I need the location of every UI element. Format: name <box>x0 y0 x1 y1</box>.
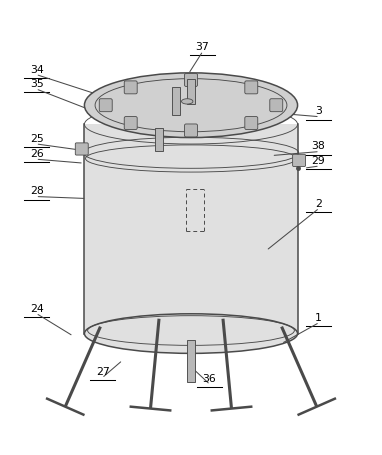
FancyBboxPatch shape <box>293 155 306 167</box>
Ellipse shape <box>84 314 298 354</box>
Text: 34: 34 <box>30 65 44 75</box>
FancyBboxPatch shape <box>245 117 258 130</box>
Text: 36: 36 <box>202 373 216 383</box>
FancyBboxPatch shape <box>185 125 197 137</box>
FancyBboxPatch shape <box>124 82 137 95</box>
Polygon shape <box>84 125 298 334</box>
Text: 35: 35 <box>30 79 44 89</box>
Text: 27: 27 <box>96 366 110 376</box>
Bar <box>155 129 163 152</box>
Ellipse shape <box>84 74 298 138</box>
FancyBboxPatch shape <box>270 100 283 112</box>
Bar <box>187 340 195 382</box>
Text: 24: 24 <box>30 303 44 313</box>
Ellipse shape <box>181 100 193 105</box>
Text: 29: 29 <box>312 156 325 166</box>
Text: 38: 38 <box>312 141 325 151</box>
FancyBboxPatch shape <box>124 117 137 130</box>
FancyBboxPatch shape <box>99 100 112 112</box>
FancyBboxPatch shape <box>245 82 258 95</box>
FancyBboxPatch shape <box>185 74 197 87</box>
Text: 37: 37 <box>196 42 209 52</box>
Text: 1: 1 <box>315 312 322 322</box>
Text: 3: 3 <box>315 106 322 116</box>
Text: 26: 26 <box>30 149 44 159</box>
Text: 28: 28 <box>30 186 44 196</box>
FancyBboxPatch shape <box>75 144 88 156</box>
Bar <box>187 80 195 104</box>
Text: 2: 2 <box>315 198 322 208</box>
Bar <box>172 88 180 116</box>
Text: 25: 25 <box>30 134 44 144</box>
